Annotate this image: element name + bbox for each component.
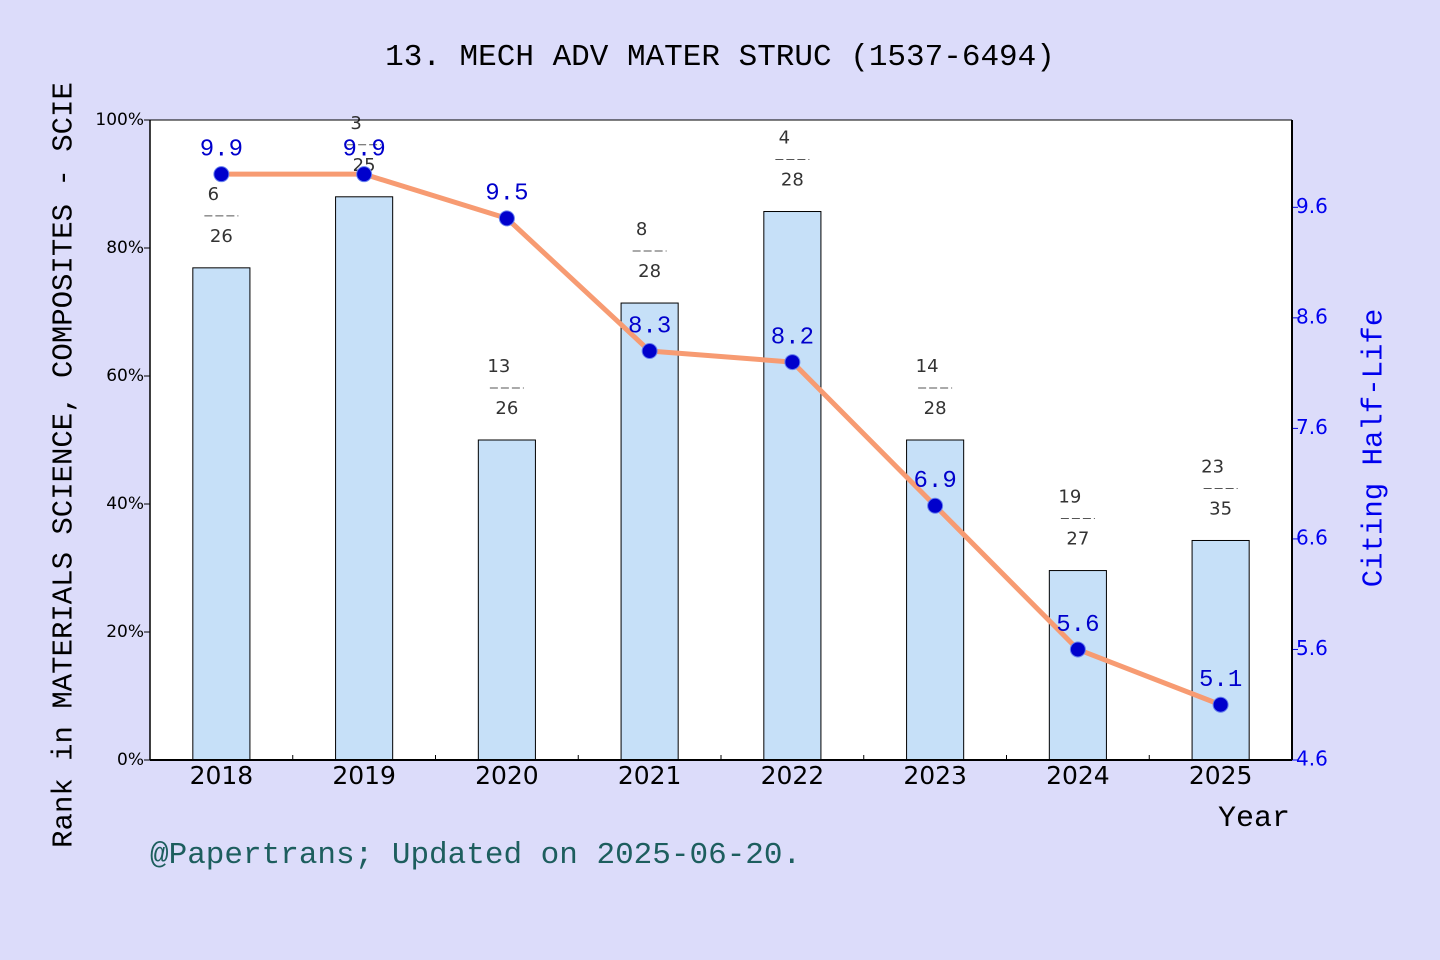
bar <box>192 267 251 761</box>
total-label: 35 <box>1209 498 1232 519</box>
x-tick-label: 2025 <box>1189 761 1253 790</box>
total-label: 28 <box>638 261 661 282</box>
y-tick-label: 80% <box>106 238 144 258</box>
total-label: 26 <box>210 226 233 247</box>
marker <box>213 166 230 183</box>
total-label: 28 <box>781 170 804 191</box>
marker <box>356 166 373 183</box>
marker <box>498 210 515 227</box>
rank-label: 14 <box>916 356 939 377</box>
y2-tick-label: 8.6 <box>1296 304 1328 328</box>
x-tick-label: 2023 <box>903 761 967 790</box>
y2-tick-label: 7.6 <box>1296 415 1328 439</box>
line-value-label: 6.9 <box>914 468 957 495</box>
rank-label: 23 <box>1201 456 1224 477</box>
x-tick-label: 2019 <box>332 761 396 790</box>
total-label: 26 <box>495 398 518 419</box>
bar <box>1191 539 1250 761</box>
total-label: 28 <box>924 398 947 419</box>
bar <box>906 439 965 761</box>
line-value-label: 8.3 <box>628 313 671 340</box>
y-tick-label: 60% <box>106 366 144 386</box>
marker <box>1069 641 1086 658</box>
bar <box>1048 570 1107 761</box>
line-value-label: 5.1 <box>1199 667 1242 694</box>
bar <box>335 196 394 761</box>
marker <box>1212 696 1229 713</box>
chart-title: 13. MECH ADV MATER STRUC (1537-6494) <box>385 40 1055 75</box>
y2-tick-label: 9.6 <box>1296 194 1328 218</box>
x-tick-label: 2020 <box>475 761 539 790</box>
footer: @Papertrans; Updated on 2025-06-20. <box>150 838 801 873</box>
marker <box>641 343 658 360</box>
marker <box>784 354 801 371</box>
rank-label: 8 <box>636 219 647 240</box>
line <box>221 171 1222 708</box>
y2-tick-label: 4.6 <box>1296 747 1328 771</box>
x-tick-label: 2021 <box>618 761 682 790</box>
line-value-label: 9.9 <box>200 137 243 164</box>
bar <box>620 302 679 761</box>
x-axis-label: Year <box>1218 802 1290 836</box>
line-value-label: 9.5 <box>485 181 528 208</box>
bar <box>763 211 822 761</box>
y-axis-label: Rank in MATERIALS SCIENCE, COMPOSITES - … <box>48 82 81 848</box>
y2-tick-label: 5.6 <box>1296 636 1328 660</box>
marker <box>927 497 944 514</box>
x-tick-label: 2018 <box>190 761 254 790</box>
y2-tick-label: 6.6 <box>1296 525 1328 549</box>
line-value-label: 8.2 <box>771 324 814 351</box>
rank-label: 4 <box>779 128 790 149</box>
x-tick-label: 2022 <box>761 761 825 790</box>
bar <box>477 439 536 761</box>
line-value-label: 9.9 <box>343 137 386 164</box>
line-value-label: 5.6 <box>1056 612 1099 639</box>
rank-label: 6 <box>208 184 219 205</box>
x-tick-label: 2024 <box>1046 761 1110 790</box>
y-tick-label: 0% <box>117 750 144 770</box>
y2-axis-label: Citing Half-Life <box>1358 309 1391 587</box>
y-tick-label: 40% <box>106 494 144 514</box>
total-label: 27 <box>1066 529 1089 550</box>
y-tick-label: 20% <box>106 622 144 642</box>
y-tick-label: 100% <box>95 110 144 130</box>
rank-label: 3 <box>350 113 361 134</box>
rank-label: 13 <box>487 356 510 377</box>
rank-label: 19 <box>1058 487 1081 508</box>
